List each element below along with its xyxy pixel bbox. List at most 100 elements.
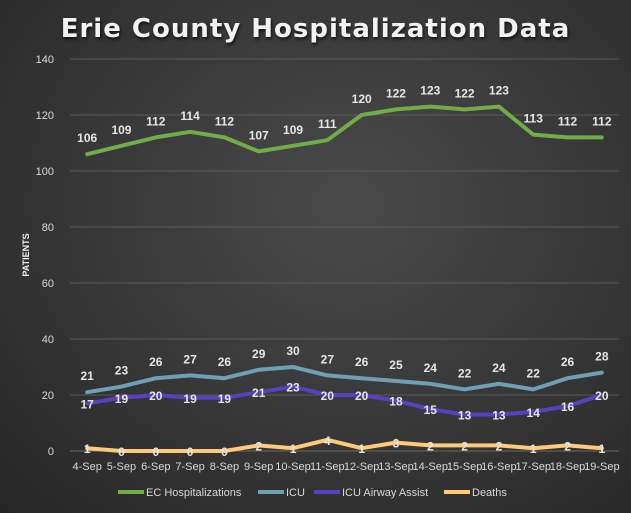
data-label: 18 — [389, 395, 403, 409]
data-label: 29 — [252, 347, 266, 361]
data-label: 0 — [221, 445, 228, 459]
y-tick-label: 100 — [36, 166, 54, 178]
y-axis-title: PATIENTS — [21, 233, 31, 276]
data-label: 3 — [393, 437, 400, 451]
x-tick-label: 18-Sep — [550, 461, 585, 473]
data-label: 19 — [218, 392, 232, 406]
x-tick-label: 4-Sep — [72, 461, 101, 473]
data-label: 23 — [286, 381, 300, 395]
data-label: 25 — [389, 358, 403, 372]
x-tick-label: 10-Sep — [275, 461, 310, 473]
data-label: 27 — [321, 352, 335, 366]
data-label: 2 — [461, 439, 468, 453]
data-label: 111 — [318, 117, 337, 131]
legend: EC Hospitalizations ICU ICU Airway Assist D… — [118, 487, 507, 499]
x-tick-label: 14-Sep — [413, 461, 448, 473]
data-label: 26 — [218, 355, 232, 369]
x-tick-label: 16-Sep — [481, 461, 516, 473]
data-label: 19 — [183, 392, 197, 406]
x-tick-label: 19-Sep — [584, 461, 619, 473]
data-label: 17 — [80, 397, 94, 411]
y-tick-label: 40 — [42, 334, 54, 346]
data-label: 0 — [152, 445, 159, 459]
data-label: 13 — [458, 409, 472, 423]
data-label: 122 — [455, 86, 475, 100]
data-label: 14 — [527, 406, 541, 420]
data-label: 0 — [118, 445, 125, 459]
y-tick-label: 140 — [36, 54, 54, 66]
data-label: 122 — [386, 86, 406, 100]
x-tick-label: 13-Sep — [378, 461, 413, 473]
data-label: 1 — [290, 442, 297, 456]
data-label: 0 — [187, 445, 194, 459]
data-label: 28 — [595, 350, 609, 364]
data-label: 24 — [492, 361, 506, 375]
data-label: 21 — [80, 369, 94, 383]
data-label: 123 — [420, 84, 440, 98]
data-label: 21 — [252, 386, 266, 400]
data-label: 114 — [180, 109, 200, 123]
data-label: 27 — [183, 352, 197, 366]
data-label: 15 — [424, 403, 438, 417]
series-line-deaths — [85, 437, 604, 453]
data-label: 120 — [352, 92, 372, 106]
data-label: 112 — [558, 114, 578, 128]
y-axis-ticks: 0 20 40 60 80 100 120 140 — [36, 54, 54, 458]
x-tick-label: 6-Sep — [141, 461, 170, 473]
y-tick-label: 120 — [36, 110, 54, 122]
x-tick-label: 11-Sep — [310, 461, 345, 473]
series-line-ec-hospitalizations — [85, 104, 604, 157]
data-label: 107 — [249, 128, 269, 142]
chart-title: Erie County Hospitalization Data — [60, 14, 571, 44]
series-line-icu-airway-assist — [85, 384, 604, 417]
data-label: 16 — [561, 400, 575, 414]
data-label: 109 — [111, 123, 131, 137]
data-label: 20 — [595, 389, 609, 403]
data-label: 30 — [286, 344, 300, 358]
data-label: 24 — [424, 361, 438, 375]
data-label: 20 — [321, 389, 335, 403]
data-label: 20 — [355, 389, 369, 403]
data-label: 19 — [115, 392, 129, 406]
x-axis-ticks: 4-Sep 5-Sep 6-Sep 7-Sep 8-Sep 9-Sep 10-Sep 11-S… — [72, 461, 619, 473]
data-label: 20 — [149, 389, 163, 403]
data-label: 23 — [115, 364, 129, 378]
data-label: 1 — [530, 442, 537, 456]
data-label: 1 — [84, 442, 91, 456]
legend-label: EC Hospitalizations — [146, 487, 242, 499]
data-label: 112 — [146, 114, 166, 128]
data-label: 112 — [592, 114, 612, 128]
y-tick-label: 20 — [42, 390, 54, 402]
data-label: 1 — [599, 442, 606, 456]
data-label: 1 — [358, 442, 365, 456]
data-label: 123 — [489, 84, 509, 98]
legend-label: Deaths — [472, 487, 507, 499]
data-label: 2 — [564, 439, 571, 453]
x-tick-label: 7-Sep — [175, 461, 204, 473]
data-label: 22 — [458, 366, 472, 380]
data-label: 13 — [492, 409, 506, 423]
data-label: 4 — [324, 434, 331, 448]
data-label: 113 — [524, 112, 544, 126]
x-tick-label: 5-Sep — [107, 461, 136, 473]
y-tick-label: 0 — [48, 446, 54, 458]
series-lines — [85, 104, 604, 453]
legend-label: ICU Airway Assist — [342, 487, 428, 499]
data-label: 106 — [77, 131, 97, 145]
data-label: 109 — [283, 123, 303, 137]
x-tick-label: 17-Sep — [515, 461, 550, 473]
legend-label: ICU — [286, 487, 305, 499]
x-tick-label: 12-Sep — [344, 461, 379, 473]
x-tick-label: 9-Sep — [244, 461, 273, 473]
data-label: 112 — [215, 114, 235, 128]
data-label: 2 — [496, 439, 503, 453]
y-tick-label: 60 — [42, 278, 54, 290]
data-label: 26 — [561, 355, 575, 369]
data-label: 2 — [255, 439, 262, 453]
series-line-icu — [85, 365, 604, 395]
x-tick-label: 15-Sep — [447, 461, 482, 473]
data-label: 26 — [355, 355, 369, 369]
x-tick-label: 8-Sep — [210, 461, 239, 473]
